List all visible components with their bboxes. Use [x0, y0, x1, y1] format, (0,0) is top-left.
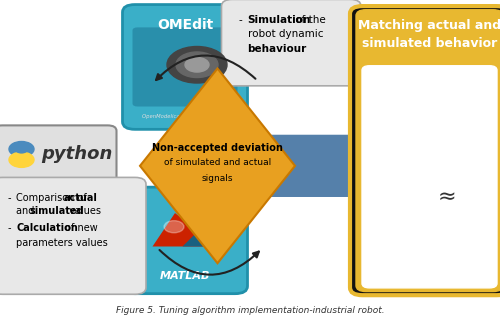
Text: MATLAB: MATLAB	[160, 271, 210, 281]
Circle shape	[15, 145, 28, 153]
Circle shape	[167, 47, 227, 83]
Text: Comparison of: Comparison of	[16, 193, 90, 203]
Text: robot dynamic: robot dynamic	[248, 29, 323, 39]
Text: OpenModelica Connection Editor: OpenModelica Connection Editor	[142, 114, 228, 119]
Text: parameters values: parameters values	[16, 238, 108, 248]
FancyBboxPatch shape	[122, 4, 248, 129]
FancyBboxPatch shape	[350, 6, 500, 295]
Text: and: and	[16, 206, 38, 216]
Polygon shape	[152, 213, 218, 247]
Text: python: python	[42, 146, 113, 164]
Text: Figure 5. Tuning algorithm implementation-industrial robot.: Figure 5. Tuning algorithm implementatio…	[116, 307, 384, 315]
Text: ≈: ≈	[438, 187, 456, 207]
Text: OMEdit: OMEdit	[157, 18, 213, 32]
FancyBboxPatch shape	[122, 187, 248, 294]
Polygon shape	[182, 227, 218, 247]
FancyBboxPatch shape	[0, 126, 116, 184]
FancyBboxPatch shape	[356, 10, 500, 292]
Polygon shape	[140, 68, 295, 263]
Circle shape	[15, 156, 28, 164]
Text: actual: actual	[64, 193, 98, 203]
Text: Matching actual and
simulated behavior: Matching actual and simulated behavior	[358, 20, 500, 50]
Text: values: values	[66, 206, 101, 216]
Circle shape	[164, 221, 184, 233]
Circle shape	[176, 52, 218, 78]
Text: -: -	[8, 193, 11, 203]
Text: of new: of new	[62, 223, 98, 233]
Text: -: -	[8, 223, 11, 233]
Text: -: -	[238, 15, 242, 25]
Text: signals: signals	[202, 173, 233, 183]
Circle shape	[185, 57, 209, 72]
Polygon shape	[270, 120, 389, 211]
Text: simulated: simulated	[30, 206, 84, 216]
Text: Simulation: Simulation	[248, 15, 311, 25]
Text: of simulated and actual: of simulated and actual	[164, 158, 271, 167]
Text: of the: of the	[292, 15, 325, 25]
Text: Calculation: Calculation	[16, 223, 78, 233]
FancyBboxPatch shape	[222, 0, 361, 86]
Circle shape	[9, 152, 34, 167]
FancyBboxPatch shape	[132, 27, 238, 107]
FancyBboxPatch shape	[0, 178, 146, 294]
Text: behaviour: behaviour	[248, 44, 307, 54]
Text: Non-accepted deviation: Non-accepted deviation	[152, 143, 283, 152]
Circle shape	[9, 141, 34, 157]
FancyBboxPatch shape	[362, 66, 497, 288]
